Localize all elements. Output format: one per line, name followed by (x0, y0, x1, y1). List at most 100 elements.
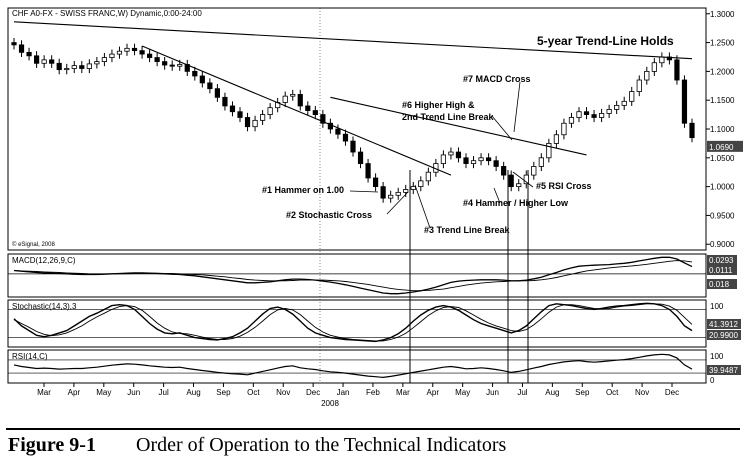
annotation-label: #2 Stochastic Cross (286, 210, 372, 220)
rsi-readout: 39.9487 (709, 366, 738, 375)
price-tick-label: 0.9000 (710, 240, 735, 249)
rsi-panel (7, 349, 707, 384)
price-tick-label: 0.9500 (710, 211, 735, 220)
candle-body (34, 55, 40, 64)
candle-body (335, 128, 341, 135)
month-label: Dec (665, 388, 679, 397)
price-tick-label: 1.1500 (710, 96, 735, 105)
macd-panel (7, 253, 707, 298)
candle-body (531, 166, 537, 176)
month-label: Jan (337, 388, 350, 397)
candle-body (583, 111, 590, 115)
chart-title: CHF A0-FX - SWISS FRANC,W) Dynamic,0:00-… (12, 9, 202, 18)
price-tick-label: 1.3000 (710, 10, 735, 19)
month-label: Jun (486, 388, 499, 397)
candle-body (214, 88, 220, 98)
candle-body (599, 113, 605, 118)
candle-body (350, 140, 356, 153)
candle-body (576, 111, 582, 118)
month-label: Jul (159, 388, 169, 397)
month-label: Nov (635, 388, 649, 397)
stochastic-label: Stochastic(14,3),3 (12, 302, 77, 311)
candle-body (290, 94, 296, 97)
candle-body (18, 44, 25, 53)
month-label: Apr (427, 388, 440, 397)
month-label: Apr (68, 388, 81, 397)
candle-body (455, 151, 462, 159)
candle-body (493, 160, 499, 167)
candle-body (94, 61, 100, 65)
price-panel (7, 7, 707, 251)
candle-body (305, 105, 311, 111)
macd-label: MACD(12,26,9,C) (12, 256, 76, 265)
candle-body (425, 171, 431, 182)
candle-body (199, 75, 205, 84)
annotation-label: #4 Hammer / Higher Low (463, 198, 569, 208)
candle-body (689, 122, 695, 139)
candle-body (659, 56, 665, 64)
candle-body (237, 111, 243, 118)
candle-body (312, 110, 318, 115)
candle-body (56, 62, 62, 71)
annotation-pointer (493, 187, 501, 204)
month-label: May (96, 388, 111, 397)
candle-body (478, 157, 484, 162)
candle-body (357, 151, 364, 164)
stochastic-axis-max: 100 (710, 302, 724, 311)
candle-body (320, 114, 326, 124)
macd-readout-box (707, 255, 737, 265)
price-tick-label: 1.0500 (710, 154, 735, 163)
candle-body (86, 63, 92, 69)
candle-body (629, 91, 635, 102)
candle-body (154, 57, 160, 62)
candle-body (222, 96, 228, 107)
candle-body (681, 79, 688, 124)
last-price-label: 1.0690 (709, 143, 734, 152)
candle-body (651, 62, 657, 72)
candle-body (380, 186, 386, 199)
candle-body (410, 186, 416, 190)
annotation-label: 5-year Trend-Line Holds (537, 34, 674, 48)
month-label: May (455, 388, 470, 397)
month-label: Sep (575, 388, 590, 397)
annotation-pointer (513, 81, 521, 133)
trend-line (330, 96, 587, 156)
month-label: Feb (366, 388, 380, 397)
candle-body (26, 51, 32, 57)
trend-line (13, 21, 693, 60)
candle-body (448, 151, 454, 156)
candle-body (11, 42, 17, 46)
rsi-line (13, 353, 693, 379)
candle-body (124, 47, 130, 52)
candle-body (440, 154, 447, 164)
candle-body (101, 57, 107, 62)
caption-label: Figure 9-1 (8, 434, 96, 456)
candle-body (282, 95, 288, 103)
annotation-label: #6 Higher High & (402, 100, 475, 110)
stochastic-panel (7, 299, 707, 348)
month-label: Oct (606, 388, 619, 397)
candle-body (636, 79, 642, 92)
month-label: Aug (545, 388, 559, 397)
macd-signal-line (13, 260, 693, 292)
candle-body (64, 68, 70, 71)
candle-body (229, 105, 236, 113)
macd-readout: 0.0293 (709, 256, 734, 265)
month-label: Oct (247, 388, 260, 397)
stochastic-readout-box (707, 319, 741, 329)
month-label: Dec (306, 388, 320, 397)
macd-readout: 0.018 (709, 280, 730, 289)
candle-body (169, 64, 175, 67)
candle-body (553, 134, 560, 144)
candle-body (162, 61, 168, 66)
candle-body (418, 180, 424, 188)
rsi-axis-max: 100 (710, 352, 724, 361)
price-tick-label: 1.2500 (710, 39, 735, 48)
watermark: © eSignal, 2008 (12, 241, 55, 248)
candle-body (244, 117, 251, 128)
candle-body (297, 94, 303, 107)
stochastic-readout-box (707, 330, 741, 340)
candle-body (372, 177, 379, 188)
month-label: Mar (37, 388, 51, 397)
price-tick-label: 1.0000 (710, 183, 735, 192)
